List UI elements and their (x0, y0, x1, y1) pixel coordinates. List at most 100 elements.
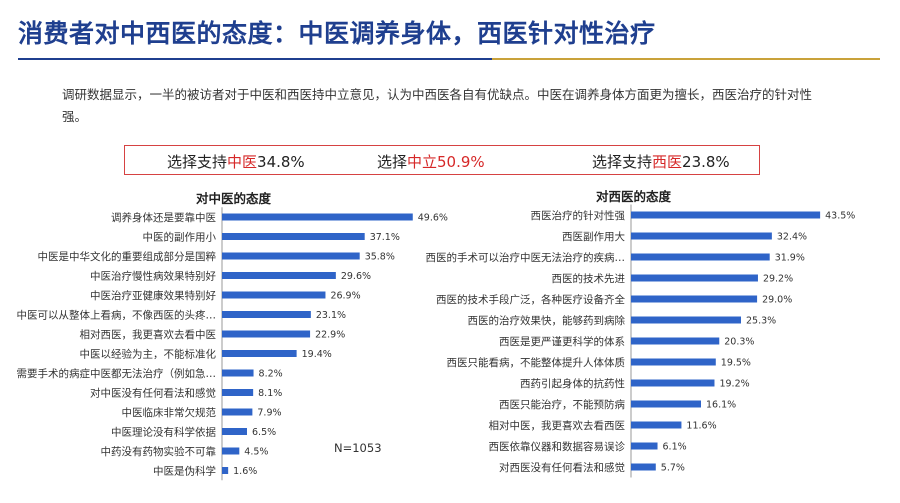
bar (631, 379, 715, 387)
bar (222, 272, 336, 279)
data-label: 29.2% (763, 274, 793, 285)
data-label: 4.5% (244, 447, 268, 458)
bar (631, 337, 720, 345)
category-label: 需要手术的病症中医都无法治疗（例如急… (17, 367, 217, 380)
category-label: 西医依靠仪器和数据容易误诊 (489, 440, 626, 453)
category-label: 中医是中华文化的重要组成部分是国粹 (38, 250, 217, 263)
bar (222, 428, 247, 435)
category-label: 中医治疗慢性病效果特别好 (90, 270, 216, 283)
bar (222, 233, 365, 240)
bar (631, 316, 741, 324)
summary-value: 23.8% (682, 153, 730, 171)
category-label: 中医临床非常欠规范 (122, 406, 217, 419)
bar (222, 389, 254, 396)
category-label: 中医以经验为主，不能标准化 (80, 348, 217, 361)
chart-title-tcm: 对中医的态度 (196, 191, 272, 206)
summary-prefix: 选择支持 (167, 153, 228, 171)
data-label: 19.4% (302, 349, 332, 360)
category-label: 西医的技术先进 (552, 272, 626, 285)
category-label: 中医可以从整体上看病，不像西医的头疼… (17, 309, 217, 322)
data-label: 8.1% (258, 388, 282, 399)
data-label: 35.8% (365, 252, 395, 263)
summary-support-tcm: 选择支持中医34.8% (167, 151, 305, 172)
category-label: 中医治疗亚健康效果特别好 (90, 289, 216, 302)
data-label: 29.6% (341, 271, 371, 282)
category-label: 中医理论没有科学依据 (111, 426, 216, 439)
data-label: 22.9% (315, 330, 345, 341)
bar (631, 211, 821, 219)
category-label: 西医副作用大 (562, 230, 625, 243)
bar (631, 358, 716, 366)
category-label: 西药引起身体的抗药性 (520, 377, 625, 390)
bar (631, 442, 658, 450)
summary-highlight: 西医 (652, 153, 683, 171)
category-label: 西医的治疗效果快，能够药到病除 (468, 314, 626, 327)
bar (631, 232, 772, 240)
summary-highlight: 中医 (227, 153, 258, 171)
data-label: 43.5% (825, 211, 855, 222)
category-label: 中医是伪科学 (153, 465, 216, 478)
data-label: 8.2% (259, 369, 283, 380)
bar (222, 467, 229, 474)
summary-neutral: 选择中立50.9% (377, 151, 485, 172)
data-label: 6.5% (252, 427, 276, 438)
category-label: 中药没有药物实验不可靠 (101, 445, 217, 458)
data-label: 49.6% (418, 213, 448, 224)
category-label: 西医的手术可以治疗中医无法治疗的疾病… (426, 251, 626, 264)
data-label: 6.1% (663, 442, 687, 453)
category-label: 西医只能看病，不能整体提升人体体质 (447, 356, 626, 369)
category-label: 相对西医，我更喜欢去看中医 (80, 328, 217, 341)
bar (222, 311, 311, 318)
title-underline (18, 58, 880, 60)
bar (222, 291, 326, 299)
data-label: 5.7% (661, 463, 685, 474)
data-label: 1.6% (233, 466, 257, 477)
category-label: 西医的技术手段广泛，各种医疗设备齐全 (436, 293, 625, 306)
category-label: 对西医没有任何看法和感觉 (499, 461, 625, 474)
sample-size-label: N=1053 (334, 441, 382, 455)
data-label: 26.9% (330, 291, 360, 302)
data-label: 23.1% (316, 310, 346, 321)
data-label: 20.3% (724, 337, 754, 348)
data-label: 31.9% (775, 253, 805, 264)
bar (631, 421, 682, 429)
data-label: 25.3% (746, 316, 776, 327)
bar (631, 253, 770, 261)
data-label: 37.1% (370, 232, 400, 243)
bar (631, 463, 656, 471)
summary-support-western: 选择支持西医23.8% (592, 151, 730, 172)
category-label: 调养身体还是要靠中医 (111, 211, 216, 224)
bar (222, 350, 297, 357)
category-label: 对中医没有任何看法和感觉 (90, 387, 216, 400)
summary-prefix: 选择 (377, 153, 408, 171)
bar (222, 369, 254, 377)
chart-title-western: 对西医的态度 (596, 189, 672, 204)
data-label: 7.9% (257, 408, 281, 419)
bar (631, 400, 701, 408)
summary-value: 34.8% (257, 153, 305, 171)
summary-highlight: 中立50.9% (407, 153, 485, 171)
data-label: 19.5% (721, 358, 751, 369)
data-label: 19.2% (719, 379, 749, 390)
category-label: 西医治疗的针对性强 (531, 209, 626, 222)
bar (631, 274, 758, 282)
data-label: 29.0% (762, 295, 792, 306)
data-label: 16.1% (706, 400, 736, 411)
bar (222, 447, 240, 455)
category-label: 中医的副作用小 (143, 231, 217, 244)
bar (222, 213, 413, 221)
bar (222, 408, 253, 416)
summary-prefix: 选择支持 (592, 153, 653, 171)
data-label: 32.4% (777, 232, 807, 243)
category-label: 西医只能治疗，不能预防病 (499, 398, 625, 411)
bar (631, 295, 758, 303)
page-title: 消费者对中西医的态度：中医调养身体，西医针对性治疗 (18, 19, 656, 48)
bar (222, 252, 360, 260)
data-label: 11.6% (686, 421, 716, 432)
summary-box: 选择支持中医34.8% 选择中立50.9% 选择支持西医23.8% (124, 145, 760, 175)
category-label: 相对中医，我更喜欢去看西医 (489, 419, 626, 432)
intro-paragraph: 调研数据显示，一半的被访者对于中医和西医持中立意见，认为中西医各自有优缺点。中医… (62, 87, 813, 124)
bar (222, 330, 311, 338)
